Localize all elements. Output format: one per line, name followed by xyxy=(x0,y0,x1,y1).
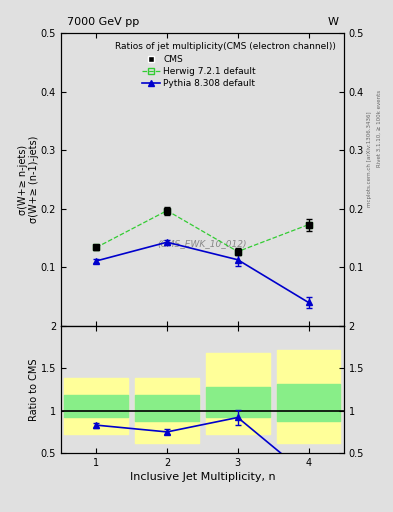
Text: mcplots.cern.ch [arXiv:1306.3436]: mcplots.cern.ch [arXiv:1306.3436] xyxy=(367,111,372,206)
Text: W: W xyxy=(327,17,338,28)
Text: Rivet 3.1.10, ≥ 100k events: Rivet 3.1.10, ≥ 100k events xyxy=(377,90,382,166)
Legend: CMS, Herwig 7.2.1 default, Pythia 8.308 default: CMS, Herwig 7.2.1 default, Pythia 8.308 … xyxy=(142,55,256,88)
Text: (CMS_EWK_10_012): (CMS_EWK_10_012) xyxy=(158,240,247,248)
Y-axis label: Ratio to CMS: Ratio to CMS xyxy=(29,358,39,421)
X-axis label: Inclusive Jet Multiplicity, n: Inclusive Jet Multiplicity, n xyxy=(130,472,275,482)
Text: 7000 GeV pp: 7000 GeV pp xyxy=(66,17,139,28)
Y-axis label: σ(W+≥ n-jets)
σ(W+≥ (n-1)-jets): σ(W+≥ n-jets) σ(W+≥ (n-1)-jets) xyxy=(18,136,39,223)
Text: Ratios of jet multiplicity(CMS (electron channel)): Ratios of jet multiplicity(CMS (electron… xyxy=(114,42,335,51)
